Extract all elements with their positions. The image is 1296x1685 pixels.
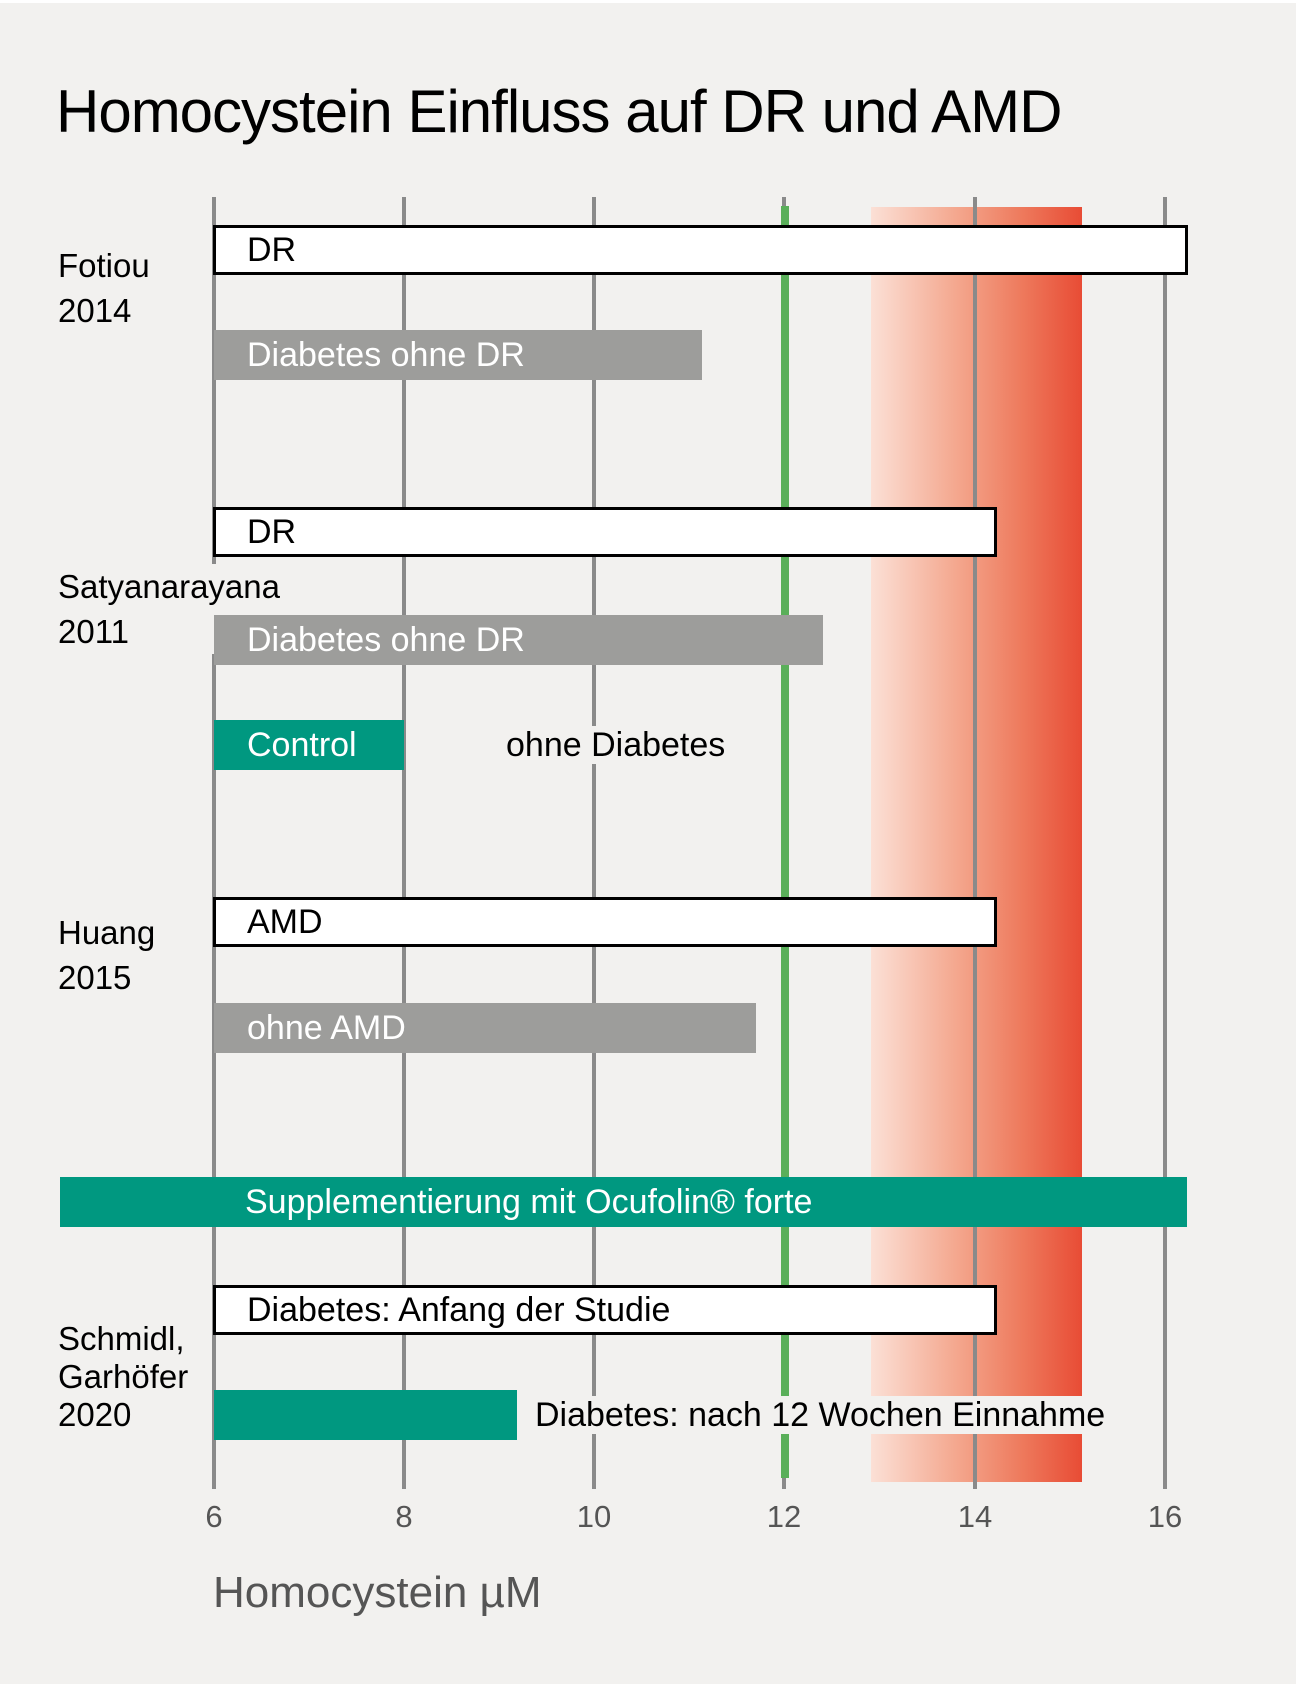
bar-label-fotiou-dr: DR: [247, 231, 297, 269]
bar-satya-control: [214, 720, 404, 770]
study-label-schmidl: Schmidl, Garhöfer 2020: [58, 1320, 189, 1434]
bar-huang-ohne-amd: [214, 1003, 756, 1053]
tick-6: 6: [205, 1499, 223, 1534]
bar-label-supplement: Supplementierung mit Ocufolin® forte: [245, 1183, 813, 1221]
bar-label-satya-dr: DR: [247, 513, 297, 551]
gridline-8: [402, 197, 406, 1489]
gridline-14: [973, 197, 977, 1489]
bar-schmidl-after: [214, 1390, 517, 1440]
bar-fotiou-diabetes: [214, 330, 702, 380]
gridline-10: [592, 197, 596, 1489]
bar-label-satya-diabetes: Diabetes ohne DR: [247, 621, 525, 659]
bar-schmidl-start: [213, 1285, 997, 1335]
bar-label-huang-ohne-amd: ohne AMD: [247, 1009, 406, 1047]
note-ohne-diabetes: ohne Diabetes: [504, 726, 728, 764]
bar-label-fotiou-diabetes: Diabetes ohne DR: [247, 336, 525, 374]
x-axis-title: Homocystein µM: [213, 1568, 542, 1617]
bar-label-schmidl-start: Diabetes: Anfang der Studie: [247, 1291, 671, 1329]
note-schmidl-after: Diabetes: nach 12 Wochen Einnahme: [533, 1396, 1108, 1434]
bar-supplement-banner: [60, 1177, 1187, 1227]
tick-10: 10: [576, 1499, 612, 1534]
bar-label-satya-control: Control: [247, 726, 357, 764]
gridline-6: [212, 197, 216, 1489]
study-label-fotiou: Fotiou 2014: [58, 243, 150, 333]
reference-line-12: [781, 206, 789, 1478]
bar-label-huang-amd: AMD: [247, 903, 323, 941]
bar-fotiou-dr: [213, 225, 1188, 275]
tick-12: 12: [766, 1499, 802, 1534]
tick-14: 14: [957, 1499, 993, 1534]
study-label-huang: Huang 2015: [58, 910, 156, 1000]
bar-satya-dr: [213, 507, 997, 557]
bar-satya-diabetes: [214, 615, 823, 665]
study-label-satyanarayana: Satyanarayana 2011: [58, 564, 280, 654]
tick-16: 16: [1147, 1499, 1183, 1534]
tick-8: 8: [395, 1499, 413, 1534]
chart-canvas: Homocystein Einfluss auf DR und AMD Foti…: [0, 3, 1296, 1684]
gridline-16: [1163, 197, 1167, 1489]
chart-title: Homocystein Einfluss auf DR und AMD: [56, 78, 1062, 145]
bar-huang-amd: [213, 897, 997, 947]
